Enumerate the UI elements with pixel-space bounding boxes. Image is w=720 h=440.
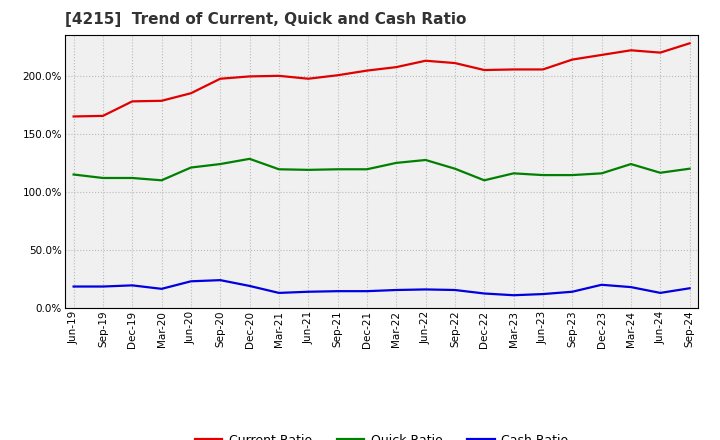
Cash Ratio xyxy=(363,289,372,294)
Current Ratio xyxy=(304,76,312,81)
Current Ratio xyxy=(69,114,78,119)
Quick Ratio xyxy=(246,156,254,161)
Line: Current Ratio: Current Ratio xyxy=(73,43,690,117)
Current Ratio xyxy=(539,67,547,72)
Current Ratio xyxy=(128,99,137,104)
Cash Ratio xyxy=(539,291,547,297)
Quick Ratio xyxy=(304,167,312,172)
Quick Ratio xyxy=(568,172,577,178)
Current Ratio xyxy=(598,52,606,58)
Current Ratio xyxy=(333,73,342,78)
Cash Ratio xyxy=(157,286,166,291)
Current Ratio xyxy=(568,57,577,62)
Current Ratio xyxy=(216,76,225,81)
Current Ratio xyxy=(246,74,254,79)
Cash Ratio xyxy=(451,287,459,293)
Quick Ratio xyxy=(186,165,195,170)
Current Ratio xyxy=(363,68,372,73)
Quick Ratio xyxy=(128,176,137,181)
Cash Ratio xyxy=(274,290,283,296)
Quick Ratio xyxy=(509,171,518,176)
Current Ratio xyxy=(509,67,518,72)
Cash Ratio xyxy=(421,287,430,292)
Cash Ratio xyxy=(246,283,254,289)
Quick Ratio xyxy=(274,167,283,172)
Current Ratio xyxy=(186,91,195,96)
Current Ratio xyxy=(421,58,430,63)
Quick Ratio xyxy=(598,171,606,176)
Quick Ratio xyxy=(216,161,225,167)
Line: Cash Ratio: Cash Ratio xyxy=(73,280,690,295)
Quick Ratio xyxy=(333,167,342,172)
Cash Ratio xyxy=(99,284,107,289)
Current Ratio xyxy=(626,48,635,53)
Quick Ratio xyxy=(626,161,635,167)
Quick Ratio xyxy=(685,166,694,171)
Quick Ratio xyxy=(656,170,665,176)
Cash Ratio xyxy=(598,282,606,287)
Current Ratio xyxy=(656,50,665,55)
Quick Ratio xyxy=(421,158,430,163)
Current Ratio xyxy=(480,67,489,73)
Quick Ratio xyxy=(69,172,78,177)
Quick Ratio xyxy=(99,176,107,181)
Cash Ratio xyxy=(69,284,78,289)
Quick Ratio xyxy=(363,167,372,172)
Quick Ratio xyxy=(451,166,459,171)
Text: [4215]  Trend of Current, Quick and Cash Ratio: [4215] Trend of Current, Quick and Cash … xyxy=(65,12,466,27)
Cash Ratio xyxy=(685,286,694,291)
Cash Ratio xyxy=(186,279,195,284)
Line: Quick Ratio: Quick Ratio xyxy=(73,159,690,180)
Cash Ratio xyxy=(333,289,342,294)
Cash Ratio xyxy=(656,290,665,296)
Cash Ratio xyxy=(392,287,400,293)
Quick Ratio xyxy=(157,178,166,183)
Current Ratio xyxy=(157,98,166,103)
Cash Ratio xyxy=(128,283,137,288)
Cash Ratio xyxy=(480,291,489,296)
Cash Ratio xyxy=(304,289,312,294)
Cash Ratio xyxy=(568,289,577,294)
Cash Ratio xyxy=(626,285,635,290)
Quick Ratio xyxy=(539,172,547,178)
Legend: Current Ratio, Quick Ratio, Cash Ratio: Current Ratio, Quick Ratio, Cash Ratio xyxy=(190,429,573,440)
Current Ratio xyxy=(99,113,107,118)
Quick Ratio xyxy=(392,160,400,165)
Current Ratio xyxy=(274,73,283,78)
Cash Ratio xyxy=(216,278,225,283)
Current Ratio xyxy=(392,65,400,70)
Current Ratio xyxy=(685,40,694,46)
Quick Ratio xyxy=(480,178,489,183)
Current Ratio xyxy=(451,60,459,66)
Cash Ratio xyxy=(509,293,518,298)
